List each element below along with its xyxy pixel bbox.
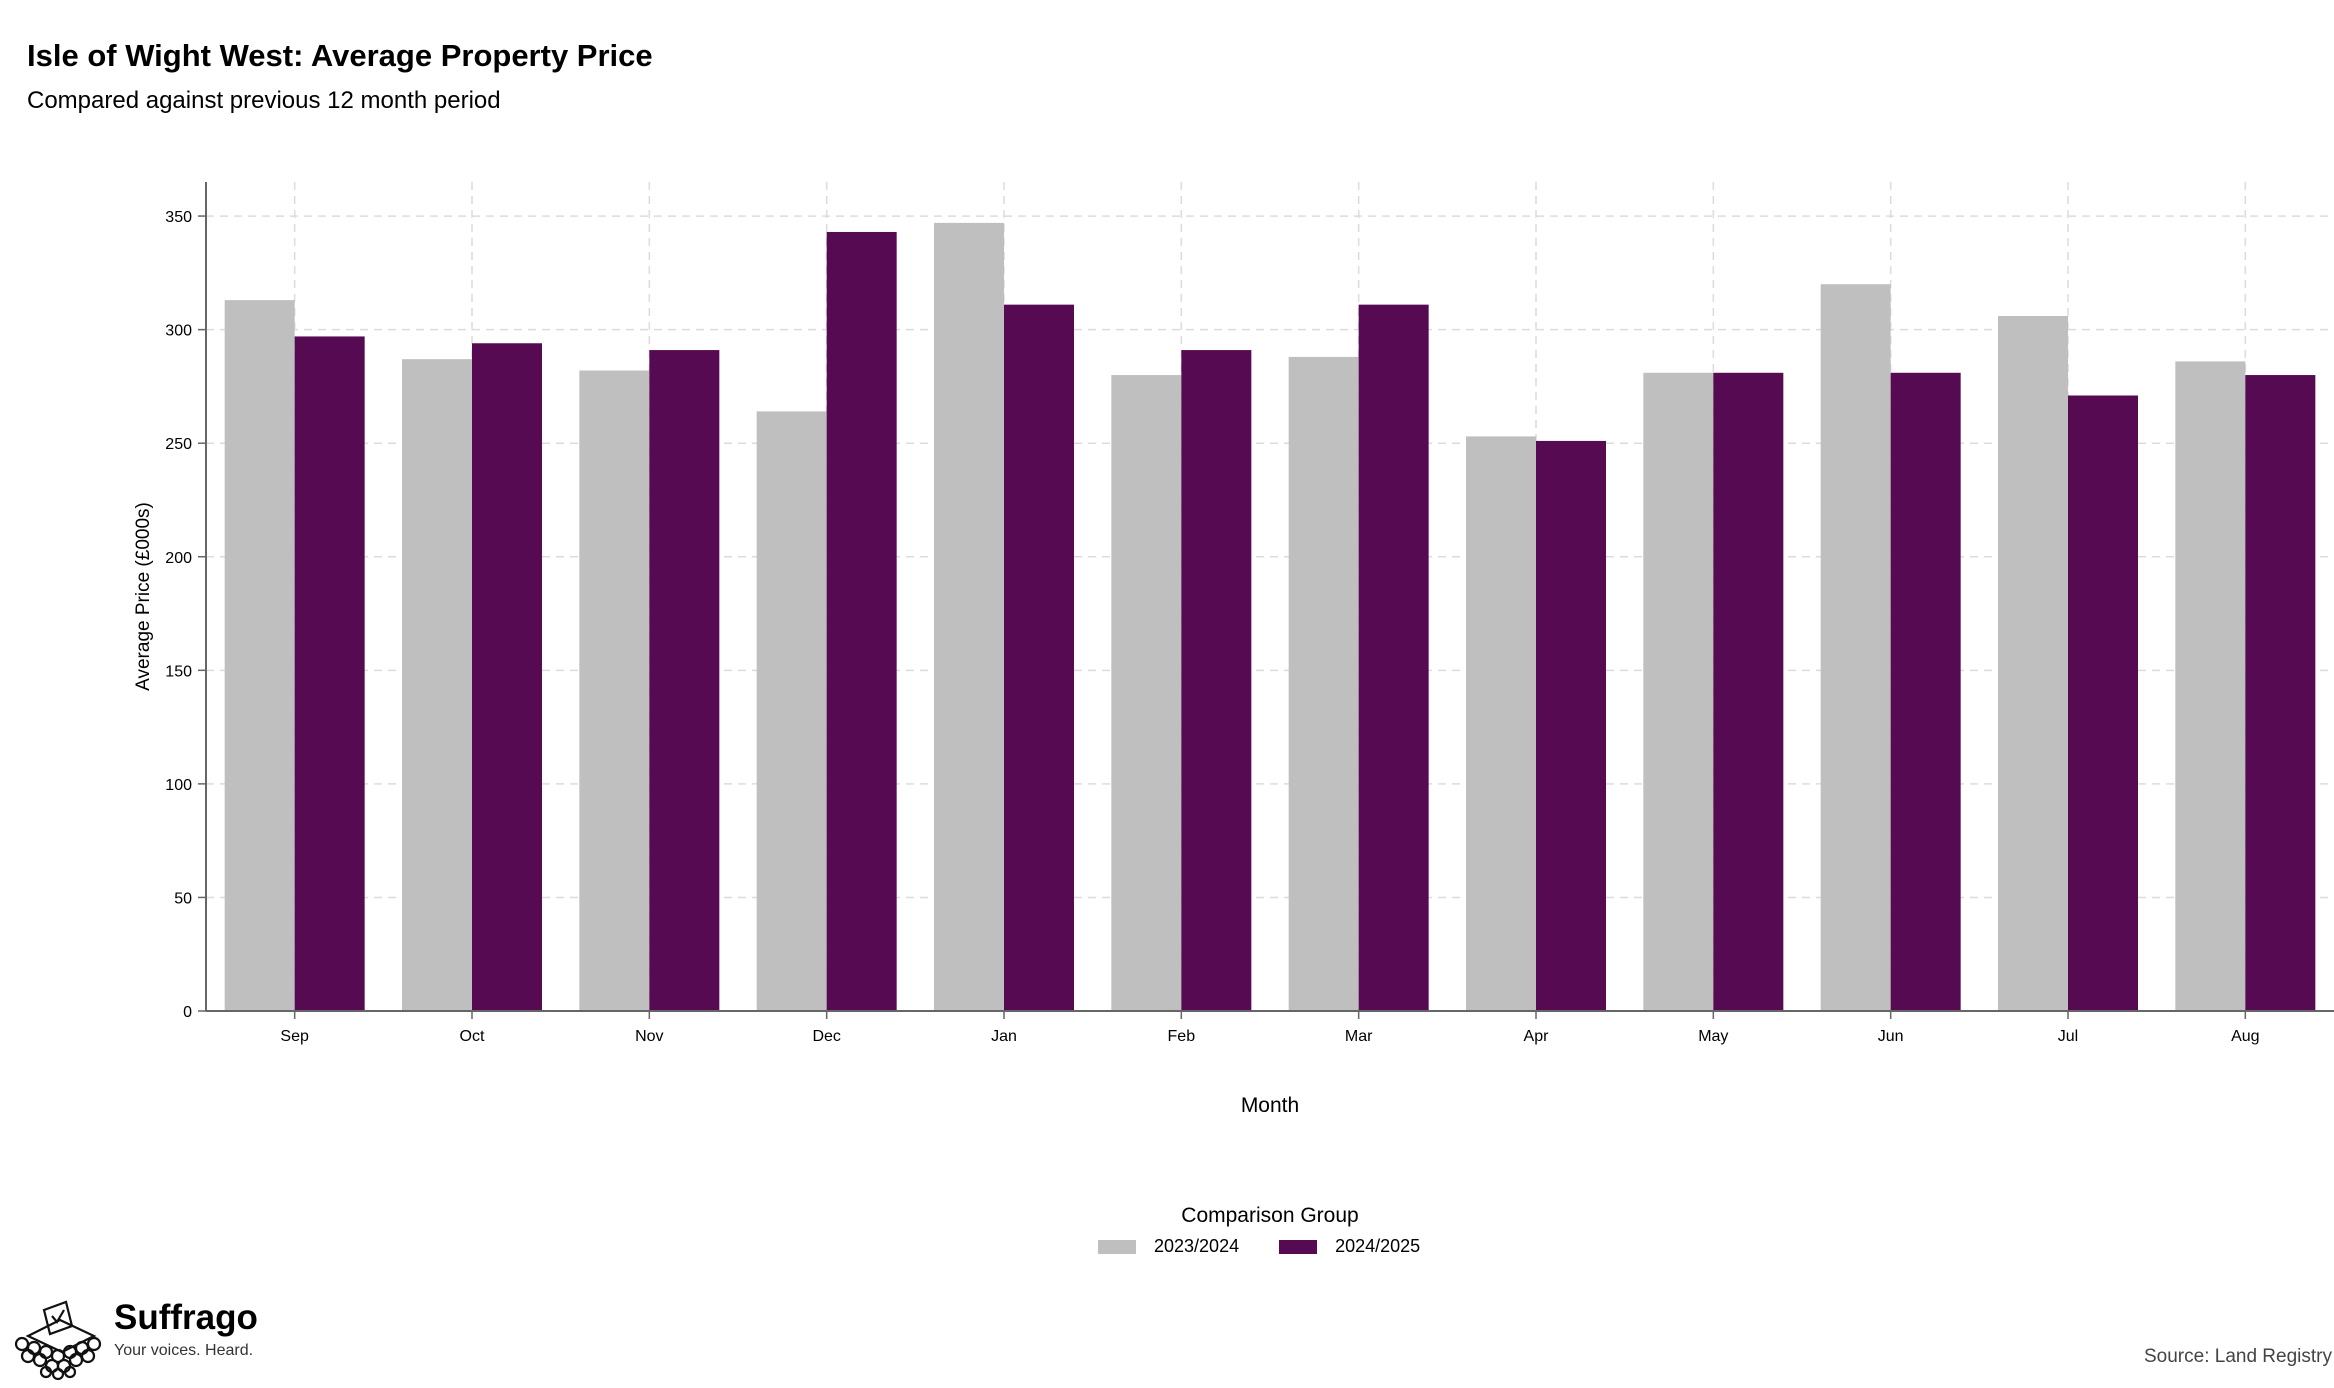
- bar-2023-2024-jul: [1998, 316, 2068, 1011]
- bar-2023-2024-dec: [756, 411, 827, 1011]
- bar-2024-2025-may: [1713, 372, 1784, 1011]
- bar-2023-2024-jan: [934, 222, 1004, 1011]
- x-tick-label-dec: Dec: [812, 1028, 840, 1045]
- bar-2023-2024-jun: [1820, 284, 1891, 1012]
- x-tick-label-jun: Jun: [1878, 1028, 1904, 1045]
- x-tick-label-sep: Sep: [280, 1028, 309, 1045]
- bar-2023-2024-oct: [402, 359, 472, 1012]
- y-tick-label-50: 50: [174, 890, 192, 907]
- bar-2023-2024-sep: [224, 300, 295, 1011]
- bar-2024-2025-jun: [1890, 372, 1961, 1011]
- legend: 2023/2024 2024/2025: [1098, 1236, 1460, 1257]
- legend-title: Comparison Group: [1181, 1204, 1359, 1227]
- chart-title: Isle of Wight West: Average Property Pri…: [27, 38, 653, 73]
- bar-2023-2024-apr: [1466, 436, 1536, 1012]
- y-tick-label-350: 350: [165, 209, 192, 226]
- bar-2023-2024-aug: [2175, 361, 2246, 1012]
- x-tick-label-may: May: [1698, 1028, 1728, 1045]
- bar-2023-2024-nov: [579, 370, 650, 1011]
- legend-label-2023-2024: 2023/2024: [1154, 1236, 1240, 1256]
- x-tick-label-mar: Mar: [1345, 1028, 1373, 1045]
- x-tick-label-oct: Oct: [460, 1028, 485, 1045]
- suffrago-logo: Suffrago Your voices. Heard.: [14, 1300, 258, 1380]
- x-tick-label-feb: Feb: [1168, 1028, 1196, 1045]
- x-axis-title: Month: [1241, 1094, 1299, 1117]
- legend-swatch-2023-2024: [1098, 1239, 1136, 1254]
- bar-2023-2024-mar: [1288, 356, 1359, 1012]
- x-tick-label-jul: Jul: [2058, 1028, 2078, 1045]
- brand-name: Suffrago: [114, 1298, 258, 1337]
- bar-2024-2025-mar: [1358, 304, 1429, 1011]
- bar-2024-2025-apr: [1536, 440, 1606, 1012]
- legend-item-2024-2025: 2024/2025: [1279, 1236, 1420, 1257]
- brand-tagline: Your voices. Heard.: [114, 1342, 254, 1359]
- x-tick-label-apr: Apr: [1524, 1028, 1550, 1045]
- legend-item-2023-2024: 2023/2024: [1098, 1236, 1239, 1257]
- bar-2024-2025-dec: [826, 231, 897, 1012]
- bar-2024-2025-sep: [294, 336, 365, 1011]
- bar-2024-2025-aug: [2245, 375, 2316, 1011]
- y-tick-label-150: 150: [165, 663, 192, 680]
- source-note: Source: Land Registry: [2144, 1346, 2332, 1367]
- bar-2024-2025-jan: [1004, 304, 1074, 1011]
- x-tick-label-aug: Aug: [2231, 1028, 2259, 1045]
- chart-subtitle: Compared against previous 12 month perio…: [27, 87, 501, 114]
- legend-label-2024-2025: 2024/2025: [1335, 1236, 1421, 1256]
- x-tick-label-nov: Nov: [635, 1028, 663, 1045]
- y-tick-label-250: 250: [165, 436, 192, 453]
- bar-2024-2025-oct: [472, 343, 542, 1011]
- bar-2024-2025-nov: [649, 350, 720, 1011]
- y-tick-label-100: 100: [165, 777, 192, 794]
- bar-2023-2024-feb: [1111, 375, 1182, 1011]
- y-tick-label-200: 200: [165, 550, 192, 567]
- bar-2024-2025-jul: [2068, 395, 2138, 1012]
- y-tick-label-300: 300: [165, 323, 192, 340]
- bar-2024-2025-feb: [1181, 350, 1252, 1011]
- ballot-box-icon: [14, 1300, 102, 1380]
- x-tick-label-jan: Jan: [991, 1028, 1017, 1045]
- y-axis-title: Average Price (£000s): [133, 502, 154, 691]
- legend-swatch-2024-2025: [1279, 1239, 1318, 1254]
- y-tick-label-0: 0: [183, 1004, 192, 1021]
- bar-chart: 0 50 100 150 200 250 300 350 Sep Oct Nov Dec Jan Feb M…: [133, 182, 2334, 1117]
- bar-2023-2024-may: [1643, 372, 1714, 1011]
